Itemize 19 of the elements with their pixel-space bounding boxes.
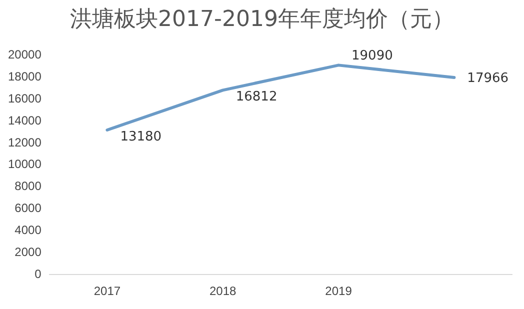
y-tick-label: 6000 (14, 201, 42, 216)
y-tick-label: 4000 (14, 223, 42, 238)
y-tick-label: 18000 (8, 69, 42, 84)
y-tick-label: 2000 (14, 244, 42, 259)
y-tick-label: 20000 (8, 48, 42, 62)
y-tick-label: 14000 (8, 113, 42, 128)
y-tick-label: 16000 (8, 91, 42, 106)
y-tick-label: 12000 (8, 135, 42, 150)
x-tick-label: 2019 (325, 284, 352, 298)
data-label: 13180 (120, 129, 162, 144)
y-tick-label: 0 (34, 266, 42, 281)
data-label: 17966 (467, 70, 509, 86)
y-tick-label: 10000 (8, 157, 42, 172)
data-label: 16812 (236, 90, 278, 105)
y-tick-label: 8000 (14, 179, 42, 194)
x-tick-label: 2018 (210, 284, 237, 298)
x-tick-label: 2017 (94, 284, 121, 298)
chart-title: 洪塘板块2017-2019年年度均价（元） (69, 6, 455, 34)
data-label: 19090 (352, 48, 393, 64)
